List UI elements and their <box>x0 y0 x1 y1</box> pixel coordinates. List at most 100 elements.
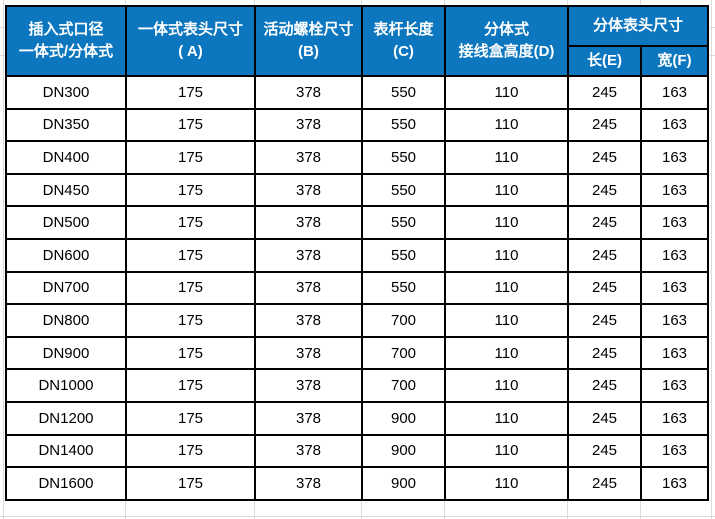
table-cell: 175 <box>125 237 256 273</box>
table-cell: 245 <box>567 140 642 175</box>
header-line: 一体式/分体式 <box>18 43 114 60</box>
header-insertion-diameter: 插入式口径 一体式/分体式 <box>5 5 127 77</box>
table-cell: 700 <box>361 368 446 403</box>
header-line: 插入式口径 <box>28 21 104 39</box>
table-cell: 175 <box>125 303 256 338</box>
table-cell: 378 <box>254 368 363 403</box>
table-row: DN600 175 378 550 110 245 163 <box>5 237 710 273</box>
table-cell: 378 <box>254 75 363 110</box>
table-cell: 245 <box>567 368 642 403</box>
header-junction-box-height-d: 分体式 接线盒高度(D) <box>444 5 569 77</box>
table-cell: 245 <box>567 172 642 208</box>
table-cell: 163 <box>639 335 710 371</box>
header-line: (C) <box>393 43 414 60</box>
table-cell: 245 <box>567 107 642 143</box>
table-cell: DN800 <box>5 303 127 338</box>
table-cell: 378 <box>254 303 363 338</box>
table-cell: 378 <box>254 270 363 306</box>
table-cell: DN1000 <box>5 368 127 403</box>
table-cell: 245 <box>567 237 642 273</box>
table-row: DN1000 175 378 700 110 245 163 <box>5 368 710 403</box>
header-line: 一体式表头尺寸 <box>137 21 243 39</box>
table-cell: 110 <box>444 75 569 110</box>
table-cell: DN450 <box>5 172 127 208</box>
table-cell: 245 <box>567 205 642 240</box>
table-row: DN1200 175 378 900 110 245 163 <box>5 400 710 436</box>
table-cell: 175 <box>125 107 256 143</box>
table-cell: 378 <box>254 205 363 240</box>
table-row: DN1600 175 378 900 110 245 163 <box>5 466 710 501</box>
table-cell: 110 <box>444 433 569 469</box>
table-cell: DN600 <box>5 237 127 273</box>
table-cell: 245 <box>567 400 642 436</box>
table-cell: DN400 <box>5 140 127 175</box>
table-cell: 700 <box>361 303 446 338</box>
table-cell: 175 <box>125 400 256 436</box>
table-cell: DN1400 <box>5 433 127 469</box>
table-cell: 550 <box>361 172 446 208</box>
table-cell: 110 <box>444 335 569 371</box>
table-cell: DN1200 <box>5 400 127 436</box>
table-cell: 163 <box>639 270 710 306</box>
table-cell: DN900 <box>5 335 127 371</box>
table-cell: DN700 <box>5 270 127 306</box>
table-cell: 378 <box>254 400 363 436</box>
table-row: DN450 175 378 550 110 245 163 <box>5 172 710 208</box>
dimension-spec-table: 插入式口径 一体式/分体式 一体式表头尺寸 ( A) 活动螺栓尺寸 (B) 表杆… <box>5 5 710 501</box>
header-width-f: 宽(F) <box>639 45 710 77</box>
table-cell: 245 <box>567 303 642 338</box>
table-cell: 163 <box>639 433 710 469</box>
table-row: DN300 175 378 550 110 245 163 <box>5 75 710 110</box>
table-cell: DN1600 <box>5 466 127 501</box>
header-rod-length-c: 表杆长度 (C) <box>361 5 446 77</box>
table-cell: DN300 <box>5 75 127 110</box>
table-cell: 110 <box>444 237 569 273</box>
table-cell: 378 <box>254 172 363 208</box>
table-cell: 550 <box>361 270 446 306</box>
header-integrated-head-size-a: 一体式表头尺寸 ( A) <box>125 5 256 77</box>
table-cell: 900 <box>361 466 446 501</box>
table-cell: 175 <box>125 205 256 240</box>
table-cell: 163 <box>639 172 710 208</box>
header-length-e: 长(E) <box>567 45 642 77</box>
table-row: DN700 175 378 550 110 245 163 <box>5 270 710 306</box>
header-line: 表杆长度 <box>373 21 434 39</box>
header-line: (B) <box>298 43 319 60</box>
table-cell: 163 <box>639 237 710 273</box>
table-cell: 175 <box>125 140 256 175</box>
table-cell: 245 <box>567 75 642 110</box>
header-movable-bolt-size-b: 活动螺栓尺寸 (B) <box>254 5 363 77</box>
table-cell: 110 <box>444 172 569 208</box>
table-cell: 378 <box>254 140 363 175</box>
table-cell: 245 <box>567 335 642 371</box>
table-cell: 245 <box>567 270 642 306</box>
header-line: 接线盒高度(D) <box>458 43 555 60</box>
table-row: DN800 175 378 700 110 245 163 <box>5 303 710 338</box>
table-cell: 378 <box>254 433 363 469</box>
table-cell: 163 <box>639 205 710 240</box>
table-cell: 175 <box>125 368 256 403</box>
table-cell: 550 <box>361 237 446 273</box>
table-row: DN900 175 378 700 110 245 163 <box>5 335 710 371</box>
table-cell: 550 <box>361 75 446 110</box>
header-line: 分体式 <box>483 21 529 39</box>
table-cell: 378 <box>254 466 363 501</box>
table-cell: 163 <box>639 303 710 338</box>
table-cell: 175 <box>125 335 256 371</box>
table-cell: 700 <box>361 335 446 371</box>
table-cell: 163 <box>639 107 710 143</box>
table-cell: 378 <box>254 107 363 143</box>
table-cell: 175 <box>125 270 256 306</box>
table-cell: 550 <box>361 205 446 240</box>
table-cell: 175 <box>125 75 256 110</box>
table-cell: 110 <box>444 400 569 436</box>
table-cell: 378 <box>254 335 363 371</box>
table-body: DN300 175 378 550 110 245 163 DN350 175 378 550 110… <box>5 75 710 501</box>
header-remote-head-size-group: 分体表头尺寸 <box>566 5 710 47</box>
table-cell: 245 <box>567 433 642 469</box>
table-cell: 110 <box>444 205 569 240</box>
table-row: DN350 175 378 550 110 245 163 <box>5 107 710 143</box>
table-cell: 110 <box>444 466 569 501</box>
table-row: DN1400 175 378 900 110 245 163 <box>5 433 710 469</box>
table-cell: 378 <box>254 237 363 273</box>
